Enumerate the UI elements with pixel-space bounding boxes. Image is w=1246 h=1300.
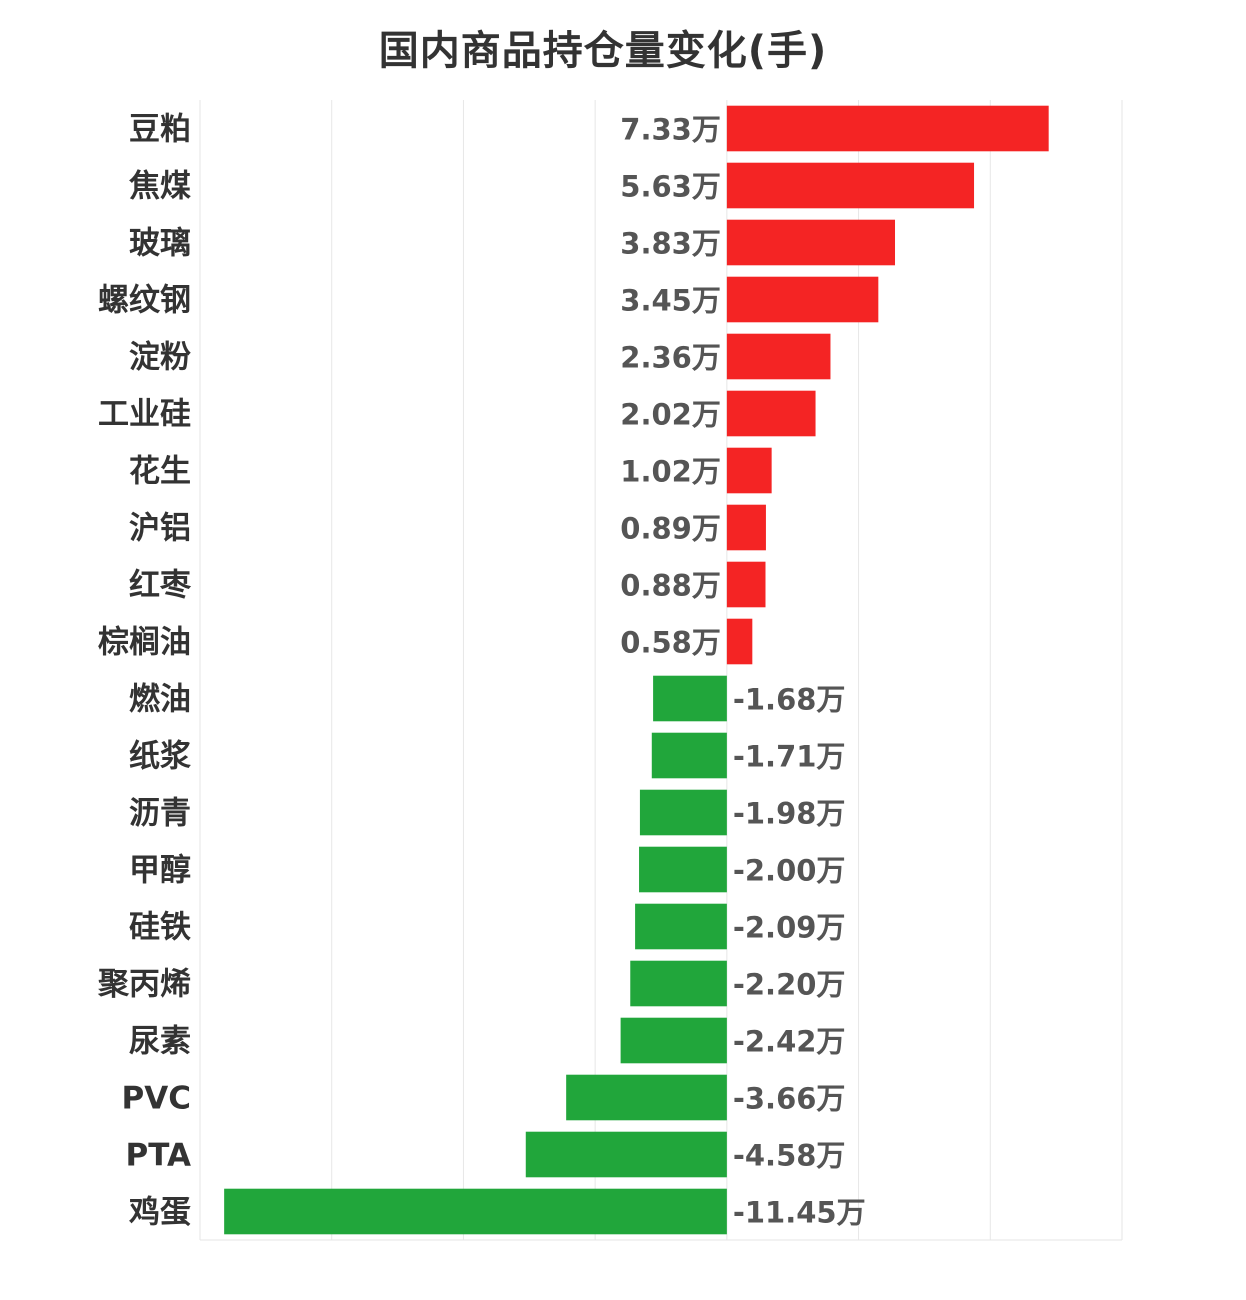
- value-label: 2.36万: [620, 341, 721, 375]
- value-label: -11.45万: [733, 1196, 866, 1230]
- value-label: 0.89万: [620, 512, 721, 546]
- category-label: 沪铝: [129, 511, 191, 547]
- value-label: 0.58万: [620, 626, 721, 660]
- bar-layer: [224, 105, 1049, 1235]
- value-label: -2.00万: [733, 854, 846, 888]
- bar: [726, 618, 753, 665]
- bar: [726, 390, 816, 437]
- category-label: 工业硅: [98, 397, 191, 433]
- category-label: 淀粉: [129, 340, 191, 376]
- value-label: 0.88万: [620, 569, 721, 603]
- category-label: 硅铁: [129, 910, 191, 946]
- grid-layer: [199, 100, 1123, 1241]
- category-label: 聚丙烯: [97, 967, 191, 1003]
- bar: [726, 333, 831, 380]
- bar: [726, 276, 879, 323]
- chart-title: 国内商品持仓量变化(手): [378, 28, 828, 74]
- bar: [726, 561, 766, 608]
- bar: [620, 1017, 727, 1064]
- category-label: 红枣: [129, 568, 192, 604]
- category-label: 纸浆: [129, 739, 191, 775]
- bar: [726, 162, 975, 209]
- category-label: 尿素: [129, 1024, 191, 1060]
- bar: [639, 789, 727, 836]
- category-label: 甲醇: [129, 853, 191, 889]
- category-label: PTA: [126, 1138, 191, 1174]
- value-label: -1.68万: [733, 683, 846, 717]
- category-label: 沥青: [129, 796, 191, 832]
- bar: [653, 675, 727, 722]
- value-label: 3.83万: [620, 227, 721, 261]
- bar: [726, 504, 766, 551]
- category-label: 豆粕: [129, 112, 191, 148]
- value-label: -4.58万: [733, 1139, 846, 1173]
- category-label: 螺纹钢: [98, 283, 191, 319]
- category-label: 棕榈油: [98, 625, 191, 661]
- category-label: PVC: [122, 1081, 191, 1117]
- bar: [525, 1131, 727, 1178]
- value-label: 1.02万: [620, 455, 721, 489]
- category-label: 鸡蛋: [128, 1195, 191, 1231]
- value-label: 7.33万: [620, 113, 721, 147]
- bar: [651, 732, 727, 779]
- value-label: 5.63万: [620, 170, 721, 204]
- bar: [726, 105, 1049, 152]
- value-label: 3.45万: [620, 284, 721, 318]
- value-label: -2.42万: [733, 1025, 846, 1059]
- category-label: 花生: [129, 454, 191, 490]
- bar: [566, 1074, 727, 1121]
- value-label: -1.71万: [733, 740, 846, 774]
- bar: [630, 960, 727, 1007]
- value-label: -2.09万: [733, 911, 846, 945]
- value-label: -3.66万: [733, 1082, 846, 1116]
- category-label: 燃油: [129, 682, 191, 718]
- bar: [224, 1188, 727, 1235]
- value-label: -2.20万: [733, 968, 846, 1002]
- bar: [635, 903, 727, 950]
- value-label: -1.98万: [733, 797, 846, 831]
- bar: [639, 846, 727, 893]
- category-label: 焦煤: [129, 169, 191, 205]
- bar: [726, 447, 772, 494]
- value-label: 2.02万: [620, 398, 721, 432]
- category-label: 玻璃: [129, 226, 191, 262]
- bar: [726, 219, 896, 266]
